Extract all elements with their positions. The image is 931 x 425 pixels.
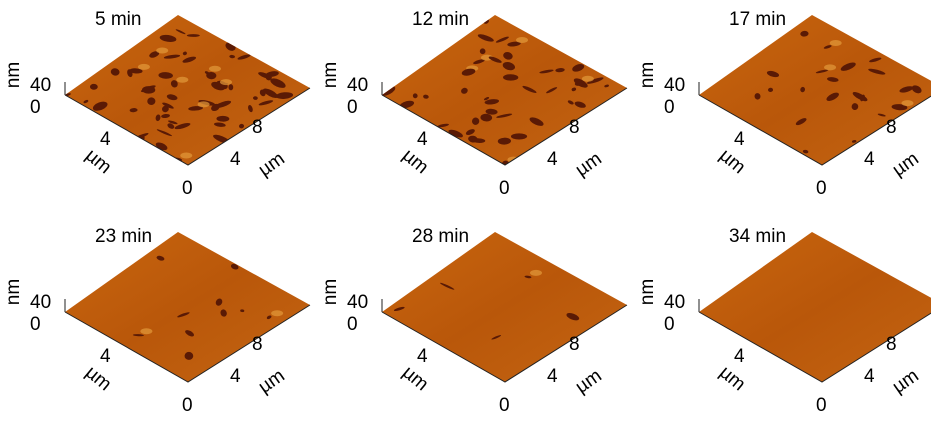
z-zero: 0 [30, 97, 41, 118]
origin: 0 [816, 395, 827, 416]
x-tick: 4 [100, 129, 111, 150]
z-tick: 40 [30, 292, 51, 313]
panel-title: 17 min [729, 9, 786, 30]
z-unit: nm [637, 62, 658, 88]
panel-title: 5 min [95, 9, 141, 30]
y-tick: 8 [886, 117, 897, 138]
z-unit: nm [320, 62, 341, 88]
y-tick: 4 [230, 149, 241, 170]
z-zero: 0 [347, 314, 358, 335]
z-zero: 0 [347, 97, 358, 118]
z-tick: 40 [347, 75, 368, 96]
origin: 0 [816, 178, 827, 199]
x-tick: 4 [417, 129, 428, 150]
figure: 5 minnm4004µm048µm12 minnm4004µm048µm17 … [0, 0, 931, 425]
afm-panel: 5 minnm4004µm048µm [3, 9, 310, 199]
bright-patch [220, 79, 232, 85]
z-zero: 0 [664, 97, 675, 118]
z-tick: 40 [664, 292, 685, 313]
y-tick: 8 [252, 334, 263, 355]
z-tick: 40 [347, 292, 368, 313]
origin: 0 [182, 395, 193, 416]
bright-patch [209, 66, 221, 72]
origin: 0 [499, 395, 510, 416]
y-tick: 8 [569, 117, 580, 138]
origin: 0 [182, 178, 193, 199]
y-tick: 4 [864, 149, 875, 170]
x-tick: 4 [734, 346, 745, 367]
dark-patch [511, 133, 527, 139]
y-unit: µm [572, 148, 606, 181]
afm-panel: 23 minnm4004µm048µm [3, 226, 310, 416]
y-unit: µm [889, 365, 923, 398]
panel-title: 28 min [412, 226, 469, 247]
bright-patch [176, 77, 188, 83]
panel-title: 23 min [95, 226, 152, 247]
z-zero: 0 [664, 314, 675, 335]
y-tick: 4 [547, 149, 558, 170]
y-tick: 8 [569, 334, 580, 355]
z-tick: 40 [664, 75, 685, 96]
bright-patch [140, 328, 152, 334]
y-tick: 4 [864, 366, 875, 387]
bright-patch [138, 64, 150, 70]
bright-patch [830, 40, 842, 46]
y-unit: µm [572, 365, 606, 398]
bright-patch [582, 76, 594, 82]
bright-patch [824, 64, 836, 70]
bright-patch [901, 100, 913, 106]
panel-title: 34 min [729, 226, 786, 247]
afm-panel: 28 minnm4004µm048µm [320, 226, 627, 416]
z-unit: nm [637, 279, 658, 305]
y-unit: µm [255, 365, 289, 398]
bright-patch [516, 37, 528, 43]
x-tick: 4 [417, 346, 428, 367]
z-zero: 0 [30, 314, 41, 335]
y-unit: µm [889, 148, 923, 181]
z-unit: nm [3, 62, 24, 88]
bright-patch [530, 270, 542, 276]
y-tick: 8 [886, 334, 897, 355]
z-tick: 40 [30, 75, 51, 96]
origin: 0 [499, 178, 510, 199]
y-unit: µm [255, 148, 289, 181]
x-tick: 4 [734, 129, 745, 150]
bright-patch [198, 101, 210, 107]
bright-patch [156, 48, 168, 54]
bright-patch [271, 310, 283, 316]
bright-patch [180, 152, 192, 158]
z-unit: nm [3, 279, 24, 305]
y-tick: 4 [230, 366, 241, 387]
x-tick: 4 [100, 346, 111, 367]
y-tick: 8 [252, 117, 263, 138]
panel-title: 12 min [412, 9, 469, 30]
afm-panel: 17 minnm4004µm048µm [637, 9, 931, 199]
y-tick: 4 [547, 366, 558, 387]
z-unit: nm [320, 279, 341, 305]
